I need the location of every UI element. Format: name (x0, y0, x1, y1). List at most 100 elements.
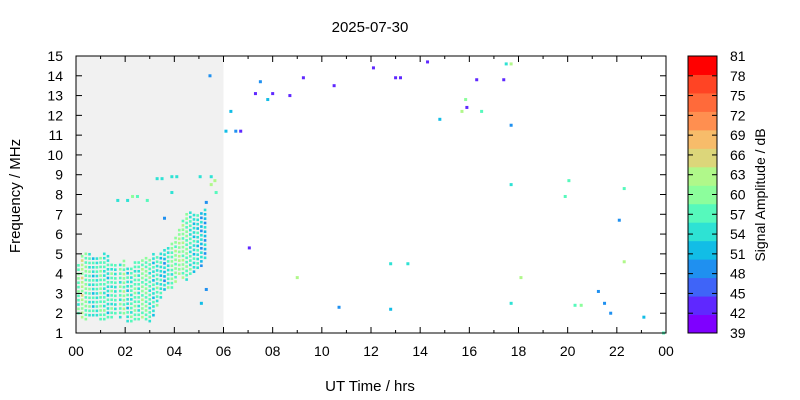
data-point (133, 274, 137, 277)
data-point (91, 300, 95, 304)
data-point (181, 219, 185, 223)
data-point (141, 302, 144, 306)
data-point (177, 233, 181, 236)
data-point (337, 305, 341, 309)
data-point (170, 260, 174, 263)
data-point (399, 76, 402, 80)
data-point (130, 267, 133, 271)
data-point (106, 263, 110, 267)
data-point (200, 238, 203, 241)
data-point (177, 254, 181, 258)
data-point (438, 117, 442, 121)
x-tick-label: 22 (609, 343, 625, 359)
data-point (133, 261, 137, 264)
data-point (141, 259, 144, 262)
data-point (95, 283, 99, 287)
y-tick-label: 11 (48, 127, 63, 143)
colorbar-tick-label: 48 (730, 266, 746, 282)
data-point (141, 281, 144, 284)
data-point (258, 80, 262, 84)
data-point (91, 283, 95, 287)
data-point (166, 247, 170, 250)
data-point (163, 275, 166, 278)
data-point (99, 269, 102, 273)
y-tick-label: 1 (55, 325, 63, 341)
data-point (126, 306, 129, 310)
data-point (126, 271, 129, 275)
data-point (77, 264, 80, 267)
data-point (99, 261, 102, 264)
data-point (214, 191, 218, 195)
data-point (144, 256, 148, 260)
data-point (91, 257, 95, 260)
data-point (114, 307, 117, 311)
data-point (203, 239, 207, 242)
data-point (189, 233, 192, 236)
data-point (84, 256, 88, 260)
data-point (130, 285, 133, 288)
data-point (137, 287, 140, 290)
data-point (91, 296, 95, 300)
data-point (155, 177, 159, 181)
data-point (200, 229, 203, 233)
data-point (189, 220, 192, 223)
data-point (114, 264, 117, 267)
data-point (118, 298, 122, 302)
data-point (122, 285, 126, 289)
data-point (371, 66, 375, 70)
data-point (144, 261, 148, 264)
colorbar-segment (688, 148, 717, 168)
data-point (174, 275, 177, 279)
data-point (170, 175, 174, 179)
data-point (80, 302, 84, 306)
data-point (192, 248, 196, 252)
data-point (144, 274, 148, 277)
data-point (177, 267, 181, 271)
data-point (77, 277, 80, 280)
data-point (181, 263, 185, 266)
data-point (80, 276, 84, 280)
data-point (80, 254, 84, 258)
data-point (509, 62, 513, 66)
data-point (118, 311, 122, 315)
data-point (148, 276, 152, 279)
data-point (99, 296, 102, 299)
data-point (114, 303, 117, 306)
data-point (91, 287, 95, 291)
data-point (137, 304, 140, 308)
data-point (131, 194, 135, 198)
data-point (88, 252, 91, 256)
data-point (177, 237, 181, 241)
data-point (200, 260, 203, 263)
data-point (91, 279, 95, 282)
x-tick-label: 10 (314, 343, 330, 359)
data-point (126, 311, 129, 314)
y-tick-label: 4 (55, 266, 63, 282)
data-point (185, 230, 188, 233)
data-point (110, 285, 113, 289)
data-point (114, 277, 117, 280)
data-point (84, 269, 88, 273)
data-point (99, 300, 102, 304)
data-point (122, 311, 126, 315)
data-point (159, 261, 163, 264)
data-point (152, 257, 155, 260)
data-point (203, 212, 207, 216)
data-point (192, 257, 196, 260)
data-point (192, 222, 196, 226)
y-axis-label: Frequency / MHz (7, 139, 24, 253)
data-point (148, 298, 152, 301)
data-point (177, 246, 181, 249)
data-point (203, 247, 207, 251)
data-point (99, 304, 102, 308)
data-point (181, 241, 185, 245)
data-point (144, 296, 148, 299)
colorbar-segment (688, 203, 717, 223)
colorbar-tick-label: 69 (730, 127, 746, 143)
data-point (196, 244, 199, 248)
data-point (130, 280, 133, 284)
data-point (152, 292, 155, 295)
data-point (152, 261, 155, 265)
data-point (152, 270, 155, 273)
x-tick-label: 00 (658, 343, 674, 359)
